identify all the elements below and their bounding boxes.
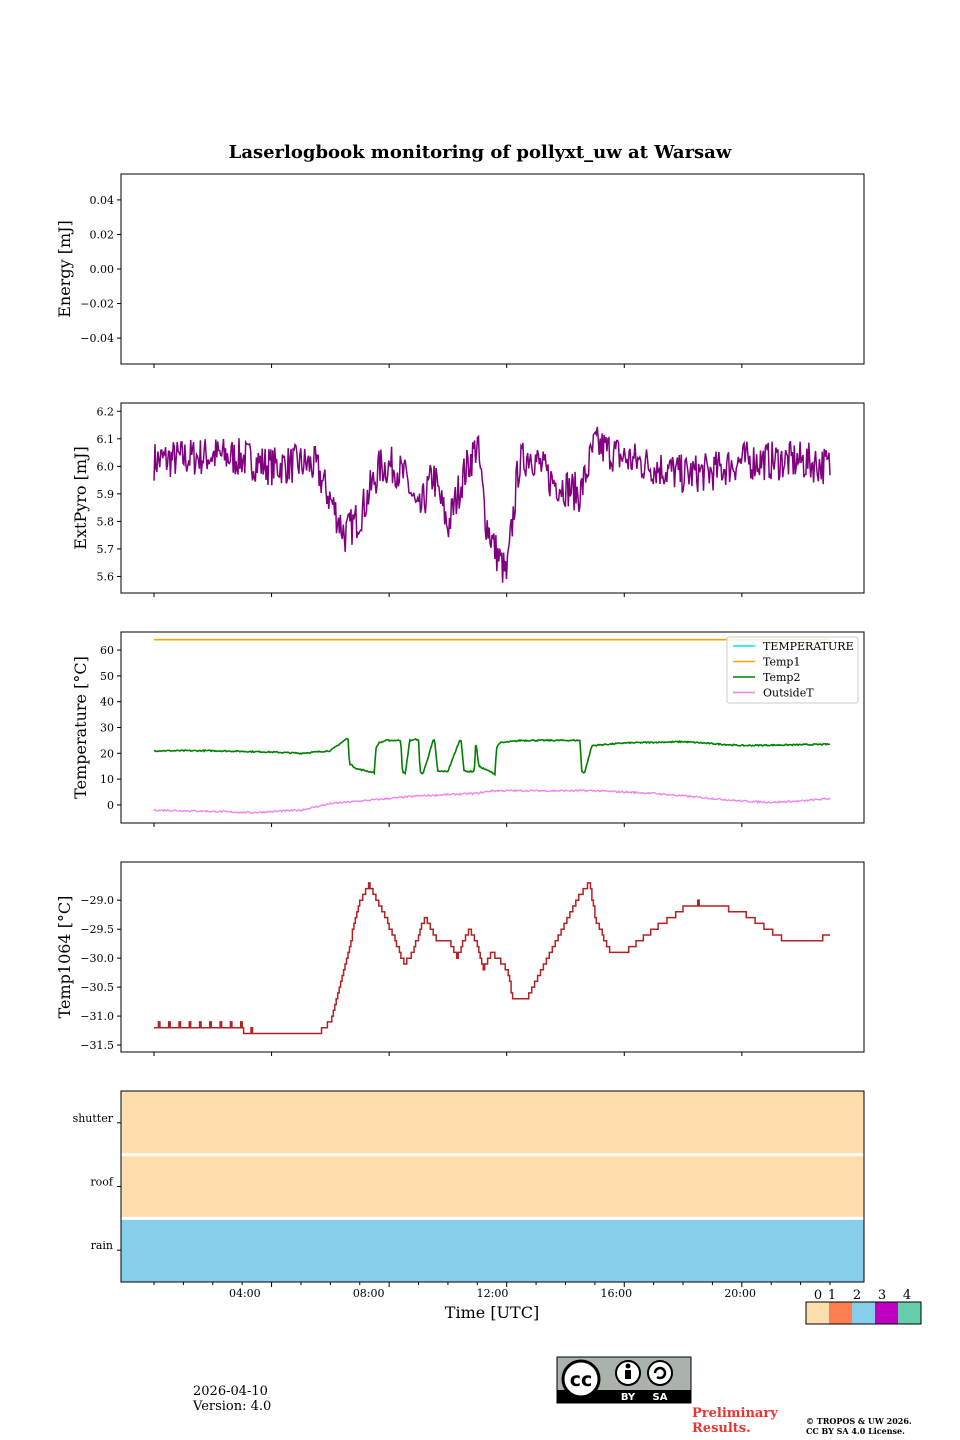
rain-label: rain (91, 1239, 113, 1252)
y-axis-label: Temperature [°C] (71, 656, 90, 799)
y-tick-label: 5.9 (97, 488, 115, 501)
copyright-line-1: © TROPOS & UW 2026. (806, 1416, 912, 1426)
legend-label: Temp2 (763, 671, 800, 684)
colorbar-swatch-3 (875, 1302, 898, 1324)
colorbar-tick-label: 2 (853, 1288, 861, 1303)
y-tick-label: 0.04 (90, 194, 115, 207)
x-axis-label: Time [UTC] (445, 1303, 539, 1322)
plot-frame (120, 1090, 865, 1283)
figure-title: Laserlogbook monitoring of pollyxt_uw at… (229, 142, 732, 163)
colorbar-tick-label: 3 (878, 1288, 886, 1303)
colorbar-frame (805, 1301, 922, 1325)
y-tick-label: −29.0 (80, 894, 114, 907)
colorbar-swatch-1 (829, 1302, 852, 1324)
y-tick-label: −30.5 (80, 981, 114, 994)
share-alike-icon (647, 1360, 673, 1386)
x-tick-label: 04:00 (229, 1287, 261, 1300)
colorbar-swatch-2 (852, 1302, 875, 1324)
x-tick-label: 20:00 (724, 1287, 756, 1300)
shutter-label: shutter (73, 1112, 114, 1125)
roof-status-bar (121, 1154, 864, 1219)
plot-frame (120, 173, 865, 365)
y-axis-label: Energy [mJ] (55, 220, 74, 318)
y-tick-label: 60 (100, 644, 114, 657)
cc-license-badge: cc BY SA (556, 1356, 692, 1404)
y-tick-label: 6.0 (97, 460, 115, 473)
colorbar-tick-label: 1 (828, 1288, 836, 1303)
energy-panel: 0.04 0.02 0.00 −0.02 −0.04 Energy [mJ] (55, 173, 865, 368)
colorbar-tick-label: 4 (903, 1288, 911, 1303)
temp1064-panel: −29.0 −29.5 −30.0 −30.5 −31.0 −31.5 Temp1064 [… (55, 861, 865, 1056)
y-tick-label: −29.5 (80, 923, 114, 936)
colorbar-swatch-4 (898, 1302, 921, 1324)
y-tick-label: 30 (100, 722, 114, 735)
y-tick-label: 20 (100, 747, 114, 760)
temperature-panel: 60 50 40 30 20 10 0 Temperature [°C] TEMPERATURE… (71, 631, 865, 827)
temp1064-line (154, 882, 830, 1035)
cc-icon (561, 1359, 601, 1399)
footer-info: 2026-04-10 Version: 4.0 (193, 1384, 271, 1414)
x-tick-label: 16:00 (600, 1287, 632, 1300)
legend-label: OutsideT (763, 687, 814, 700)
y-tick-label: −0.04 (80, 332, 114, 345)
copyright-line-2: CC BY SA 4.0 License. (806, 1426, 905, 1436)
legend-label: TEMPERATURE (763, 640, 854, 653)
y-tick-label: 0.00 (90, 263, 115, 276)
plot-frame (120, 861, 865, 1053)
y-tick-label: 50 (100, 670, 114, 683)
x-tick-label: 12:00 (477, 1287, 509, 1300)
y-tick-label: 0 (107, 799, 114, 812)
preliminary-line-1: Preliminary (692, 1406, 778, 1421)
plot-frame (120, 402, 865, 594)
colorbar-tick-label: 0 (814, 1288, 822, 1303)
y-tick-label: −0.02 (80, 298, 114, 311)
y-tick-label: 5.8 (97, 515, 115, 528)
preliminary-line-2: Results. (692, 1421, 751, 1436)
temperature-legend: TEMPERATURE Temp1 Temp2 OutsideT (726, 636, 859, 704)
legend-box (726, 636, 859, 704)
y-tick-label: −31.5 (80, 1039, 114, 1052)
shutter-status-bar (121, 1091, 864, 1155)
y-tick-label: 6.1 (97, 433, 115, 446)
preliminary-note: Preliminary Results. (692, 1406, 778, 1436)
y-tick-label: 5.6 (97, 570, 115, 583)
y-tick-label: 6.2 (97, 405, 115, 418)
sa-label: SA (653, 1392, 668, 1403)
y-tick-label: 5.7 (97, 543, 115, 556)
y-tick-label: 0.02 (90, 228, 115, 241)
version-label: Version: 4.0 (193, 1399, 272, 1414)
extpyro-line (153, 426, 831, 583)
status-panel: shutter roof rain (73, 1090, 865, 1283)
legend-label: Temp1 (763, 656, 800, 669)
outsidet-line (153, 788, 831, 815)
y-axis-label: Temp1064 [°C] (55, 896, 74, 1019)
extpyro-panel: 6.2 6.1 6.0 5.9 5.8 5.7 5.6 ExtPyro [mJ] (71, 402, 865, 597)
cc-text: cc (570, 1369, 593, 1391)
y-tick-label: 10 (100, 773, 114, 786)
x-tick-label: 08:00 (353, 1287, 385, 1300)
temp2-line (153, 737, 831, 777)
y-axis-label: ExtPyro [mJ] (71, 446, 90, 549)
y-tick-label: −30.0 (80, 952, 114, 965)
time-axis: 04:00 08:00 12:00 16:00 20:00 (153, 1282, 831, 1300)
rain-status-bar (121, 1218, 864, 1282)
y-tick-label: 40 (100, 696, 114, 709)
y-tick-label: −31.0 (80, 1010, 114, 1023)
by-label: BY (621, 1392, 636, 1403)
roof-label: roof (90, 1176, 114, 1189)
copyright-note: © TROPOS & UW 2026. CC BY SA 4.0 License… (806, 1416, 912, 1436)
plot-date: 2026-04-10 (193, 1384, 268, 1399)
colorbar-swatch-0 (806, 1302, 829, 1324)
